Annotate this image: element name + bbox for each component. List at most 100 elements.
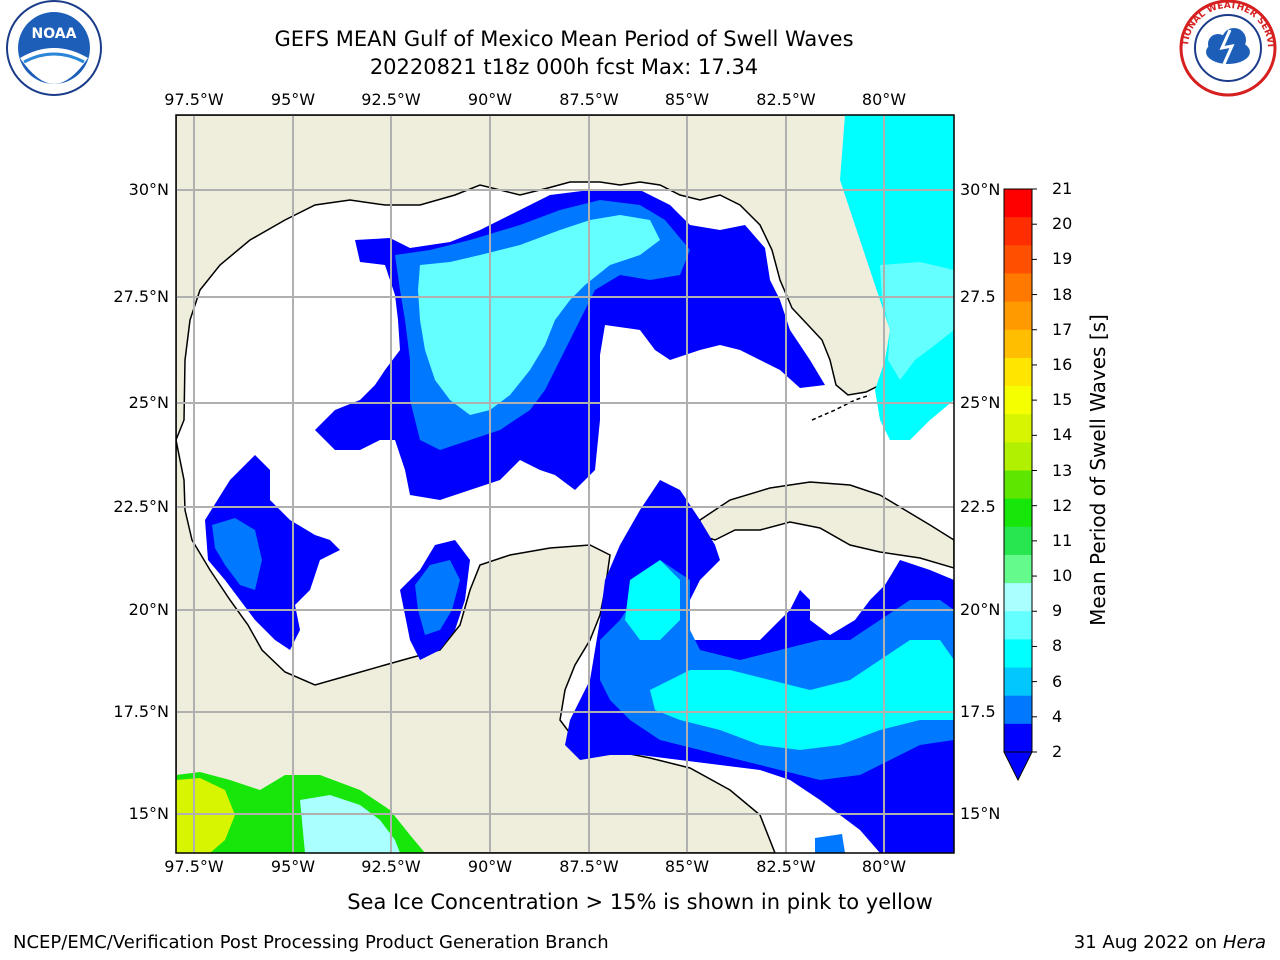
colorbar-swatch	[1004, 470, 1032, 500]
lon-tick-label: 80°W	[861, 90, 907, 109]
colorbar-swatch	[1004, 442, 1032, 471]
colorbar-swatch	[1004, 695, 1032, 725]
ice-note: Sea Ice Concentration > 15% is shown in …	[347, 890, 933, 914]
lon-tick-label: 87.5°W	[559, 857, 619, 876]
colorbar-tick-label: 19	[1052, 249, 1073, 269]
swell-region-bay-mid	[415, 560, 460, 635]
map-title: GEFS MEAN Gulf of Mexico Mean Period of …	[274, 27, 854, 51]
map-gridlines	[176, 115, 954, 853]
colorbar-tick-label: 4	[1052, 706, 1063, 726]
colorbar	[1003, 188, 1037, 782]
lon-tick-label: 90°W	[467, 857, 513, 876]
lat-tick-label: 15°N	[128, 804, 169, 823]
colorbar-extend-arrow	[1003, 751, 1033, 782]
swell-region-atlantic-light	[880, 262, 954, 380]
footer-date: 31 Aug 2022 on Hera	[1074, 932, 1266, 953]
lat-tick-label: 27.5	[960, 287, 996, 306]
lat-tick-label: 30°N	[960, 180, 1001, 199]
lon-tick-label: 90°W	[467, 90, 513, 109]
colorbar-swatch	[1004, 639, 1032, 669]
lon-tick-label: 97.5°W	[164, 857, 224, 876]
lat-tick-label: 20°N	[128, 600, 169, 619]
colorbar-tick-label: 14	[1052, 425, 1073, 445]
lat-tick-label: 15°N	[960, 804, 1001, 823]
colorbar-swatch	[1004, 245, 1032, 274]
lat-tick-label: 17.5	[960, 702, 996, 721]
colorbar-tick-label: 2	[1052, 742, 1063, 761]
lon-tick-label: 95°W	[270, 857, 316, 876]
footer-credit: NCEP/EMC/Verification Post Processing Pr…	[13, 932, 609, 953]
land-cuba	[699, 481, 954, 569]
colorbar-tick-label: 17	[1052, 319, 1073, 339]
colorbar-swatch	[1004, 273, 1032, 303]
colorbar-swatch	[1004, 554, 1032, 584]
colorbar-tick-label: 8	[1052, 636, 1063, 656]
swell-region-south-patch	[815, 834, 845, 853]
lon-tick-label: 80°W	[861, 857, 907, 876]
colorbar-swatch	[1004, 357, 1032, 387]
nws-logo-text: NATIONAL WEATHER SERVICE	[0, 0, 1275, 47]
lon-tick-label: 82.5°W	[756, 90, 816, 109]
lat-tick-label: 25°N	[128, 393, 169, 412]
land-us	[176, 115, 954, 441]
lat-tick-label: 22.5	[960, 497, 996, 516]
lon-tick-label: 92.5°W	[361, 857, 421, 876]
colorbar-swatch	[1004, 667, 1032, 697]
lon-tick-label: 97.5°W	[164, 90, 224, 109]
colorbar-tick-label: 16	[1052, 354, 1073, 374]
land-mexico	[176, 439, 776, 853]
colorbar-swatch	[1004, 611, 1032, 640]
lon-tick-label: 85°W	[664, 857, 710, 876]
lat-tick-label: 17.5°N	[113, 702, 169, 721]
map-panel	[175, 114, 955, 854]
lon-tick-label: 85°W	[664, 90, 710, 109]
footer-date-text: 31 Aug 2022 on	[1073, 932, 1218, 953]
lat-tick-label: 25°N	[960, 393, 1001, 412]
colorbar-tick-label: 10	[1052, 566, 1073, 586]
swell-region-pacific-cyan	[300, 795, 400, 853]
colorbar-swatch	[1004, 723, 1032, 753]
colorbar-swatch	[1004, 583, 1032, 612]
swell-region-caribbean-cyan	[625, 560, 954, 750]
colorbar-tick-label: 15	[1052, 390, 1073, 410]
florida-keys	[811, 394, 871, 421]
lon-tick-label: 87.5°W	[559, 90, 619, 109]
colorbar-swatch	[1004, 217, 1032, 246]
colorbar-tick-label: 11	[1052, 530, 1073, 550]
colorbar-swatch	[1004, 526, 1032, 556]
lat-tick-label: 22.5°N	[113, 497, 169, 516]
colorbar-swatch	[1004, 189, 1032, 218]
lat-tick-label: 27.5°N	[113, 287, 169, 306]
noaa-logo: NOAA	[6, 0, 102, 96]
footer-host: Hera	[1222, 932, 1266, 953]
lon-tick-label: 95°W	[270, 90, 316, 109]
lat-tick-label: 20°N	[960, 600, 1001, 619]
colorbar-tick-label: 12	[1052, 495, 1073, 515]
colorbar-tick-label: 9	[1052, 601, 1063, 621]
lon-tick-label: 82.5°W	[756, 857, 816, 876]
swell-region-west-mid	[212, 518, 262, 590]
colorbar-tick-label: 21	[1052, 179, 1073, 198]
lat-tick-label: 30°N	[128, 180, 169, 199]
map-frame	[175, 114, 955, 854]
map-subtitle: 20220821 t18z 000h fcst Max: 17.34	[369, 55, 759, 79]
colorbar-tick-label: 6	[1052, 671, 1063, 691]
colorbar-swatch	[1004, 414, 1032, 443]
swell-region-pacific-yellow	[176, 778, 235, 853]
colorbar-swatch	[1004, 386, 1032, 415]
colorbar-swatch	[1004, 498, 1032, 528]
swell-region-west	[205, 455, 340, 650]
colorbar-tick-label: 20	[1052, 214, 1073, 234]
nws-logo: NATIONAL WEATHER SERVICE	[0, 0, 1277, 97]
svg-text:NATIONAL WEATHER SERVICE: NATIONAL WEATHER SERVICE	[0, 0, 1275, 47]
swell-region-southeast-patch	[885, 815, 954, 853]
lon-tick-label: 92.5°W	[361, 90, 421, 109]
colorbar-tick-label: 13	[1052, 460, 1073, 480]
colorbar-swatch	[1004, 329, 1032, 359]
colorbar-swatch	[1004, 301, 1032, 331]
colorbar-label: Mean Period of Swell Waves [s]	[1086, 314, 1110, 626]
noaa-logo-text: NOAA	[32, 26, 77, 42]
colorbar-tick-label: 18	[1052, 284, 1073, 304]
swell-region-light	[418, 215, 660, 415]
